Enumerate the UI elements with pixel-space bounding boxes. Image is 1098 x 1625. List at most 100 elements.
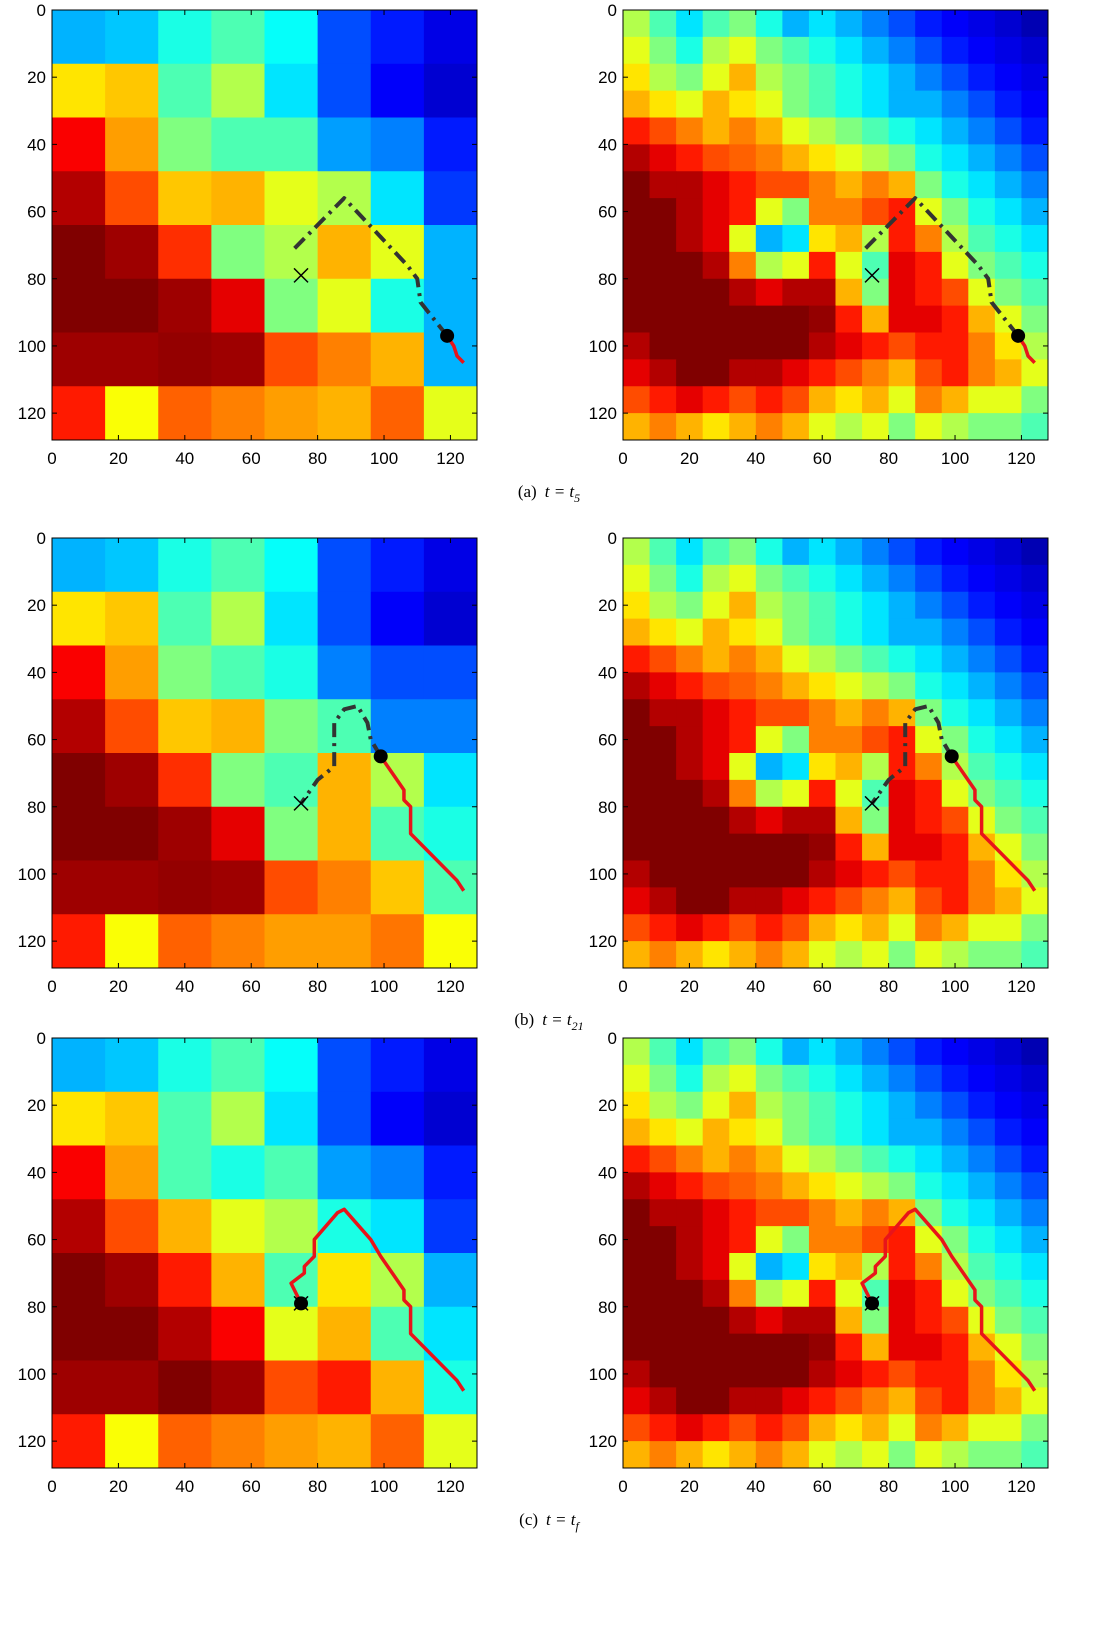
heat-cell [862,36,890,65]
heat-cell [808,198,836,226]
heat-cell [264,1091,319,1146]
heatmap [623,1038,1049,1469]
heat-cell [941,591,969,620]
heat-cell [317,1038,372,1093]
y-tick-label: 60 [27,203,46,222]
heat-cell [623,117,651,145]
heat-cell [941,1387,969,1415]
heat-cell [52,1038,106,1093]
heat-cell [676,36,704,65]
heat-cell [862,144,890,172]
heat-cell [702,90,730,118]
path-line [289,1207,466,1392]
heat-cell [676,1091,704,1120]
heat-cell [1021,806,1049,835]
heat-cell [423,860,478,915]
heat-cell [888,171,916,199]
heat-cell [862,171,890,199]
heat-cell [755,198,783,226]
heat-cell [755,278,783,307]
heat-cell [702,1253,730,1281]
heat-cell [782,538,810,566]
heat-cell [649,90,677,118]
heat-cell [105,332,159,387]
heat-cell [968,887,996,915]
heat-cell [52,1306,106,1361]
heat-cell [211,1306,265,1361]
heat-cell [1021,251,1049,280]
heat-cell [649,1145,677,1173]
heat-cell [808,144,836,172]
heat-cell [264,10,319,65]
heat-cell [835,887,863,915]
heat-cell [1021,144,1049,172]
heat-cell [158,278,212,333]
heat-cell [915,1038,943,1066]
y-tick-label: 0 [37,529,46,548]
heat-cell [808,386,836,414]
heat-cell [52,1253,106,1308]
heat-cell [676,1253,704,1281]
heat-cell [1021,645,1049,673]
heat-cell [370,591,425,646]
x-tick-label: 120 [1007,977,1035,996]
heat-cell [676,1360,704,1388]
heat-cell [994,914,1022,942]
y-tick-label: 20 [598,596,617,615]
heat-cell [808,1199,836,1227]
heat-cell [52,1145,106,1200]
heat-cell [370,1199,425,1254]
heat-cell [782,251,810,280]
heat-cell [835,225,863,253]
heat-cell [862,63,890,92]
heat-cell [729,90,757,118]
heat-cell [888,726,916,754]
heat-cell [729,1038,757,1066]
heat-cell [729,413,757,441]
heat-cell [1021,413,1049,441]
y-tick-label: 100 [18,337,46,356]
heat-cell [782,1038,810,1066]
heat-cell [1021,941,1049,969]
heat-cell [782,1064,810,1093]
heat-cell [702,753,730,781]
axes-frame [622,1037,1049,1469]
x-tick-label: 60 [813,1477,832,1496]
heat-cell [623,1145,651,1173]
heat-cell [888,36,916,65]
heat-cell [676,753,704,781]
heat-cell [676,564,704,593]
x-tick-label: 60 [242,449,261,468]
heat-cell [808,591,836,620]
heat-cell [808,117,836,145]
heat-cell [888,538,916,566]
heat-cell [676,591,704,620]
heat-cell [808,63,836,92]
heat-cell [994,672,1022,700]
heat-cell [729,887,757,915]
heat-cell [317,1145,372,1200]
heat-cell [808,171,836,199]
heat-cell [729,1387,757,1415]
heat-cell [105,171,159,226]
heat-cell [835,833,863,861]
heat-cell [915,753,943,781]
heat-cell [755,413,783,441]
heat-cell [968,1333,996,1361]
heat-cell [994,1145,1022,1173]
heat-cell [702,1118,730,1146]
heat-cell [211,753,265,808]
heat-cell [370,332,425,387]
heat-cell [211,699,265,754]
heat-cell [915,726,943,754]
heat-cell [52,914,106,969]
heat-cell [423,1038,478,1093]
heat-cell [915,117,943,145]
heat-cell [888,779,916,808]
x-tick-label: 0 [47,449,56,468]
heat-cell [808,251,836,280]
y-tick-label: 20 [27,68,46,87]
heat-cell [264,1038,319,1093]
heat-cell [158,1360,212,1415]
heat-cell [835,144,863,172]
